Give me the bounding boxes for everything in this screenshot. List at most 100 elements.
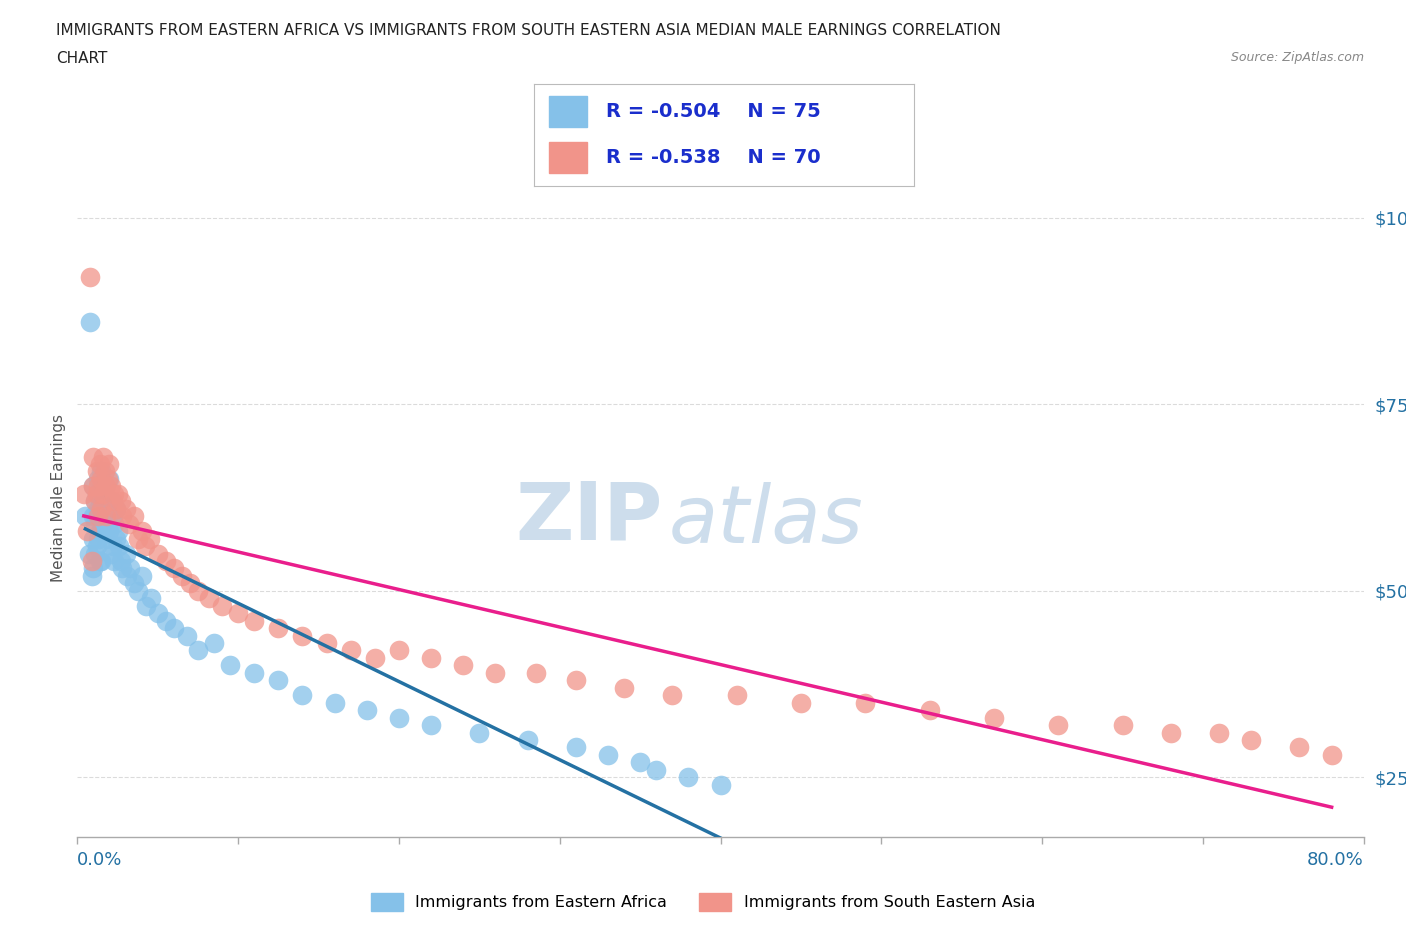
Point xyxy=(1208,725,1230,740)
Point xyxy=(91,486,114,501)
Point xyxy=(108,538,131,553)
Point xyxy=(97,472,120,486)
Point xyxy=(122,509,145,524)
Point xyxy=(73,486,96,501)
Text: R = -0.538    N = 70: R = -0.538 N = 70 xyxy=(606,148,821,166)
Point xyxy=(155,553,177,568)
Bar xyxy=(550,96,588,126)
Text: 80.0%: 80.0% xyxy=(1308,851,1364,869)
Point xyxy=(86,486,108,501)
Point xyxy=(87,509,110,524)
Point xyxy=(76,524,98,538)
Point xyxy=(187,643,209,658)
Point xyxy=(104,531,127,546)
Point xyxy=(98,457,121,472)
Point xyxy=(79,314,101,329)
Point xyxy=(103,516,125,531)
Point xyxy=(82,449,104,464)
Point xyxy=(122,576,145,591)
Point xyxy=(115,568,138,583)
Point xyxy=(101,494,124,509)
Point xyxy=(176,628,198,643)
Point xyxy=(267,620,290,635)
Point xyxy=(107,486,129,501)
Point xyxy=(226,605,249,620)
Point xyxy=(918,703,941,718)
Point xyxy=(453,658,475,672)
Point xyxy=(163,620,186,635)
Point xyxy=(155,613,177,628)
Legend: Immigrants from Eastern Africa, Immigrants from South Eastern Asia: Immigrants from Eastern Africa, Immigran… xyxy=(364,886,1042,917)
Point xyxy=(267,673,290,688)
Point xyxy=(89,524,111,538)
Point xyxy=(90,494,112,509)
Point xyxy=(84,494,107,509)
Point xyxy=(524,666,547,681)
Point xyxy=(90,524,112,538)
Text: Source: ZipAtlas.com: Source: ZipAtlas.com xyxy=(1230,51,1364,64)
Point xyxy=(211,598,233,613)
Point xyxy=(420,650,443,665)
Point xyxy=(111,509,134,524)
Point xyxy=(91,516,114,531)
Point xyxy=(89,494,111,509)
Point xyxy=(86,509,108,524)
Point xyxy=(87,531,110,546)
Point xyxy=(134,538,156,553)
Point xyxy=(104,501,127,516)
Point xyxy=(468,725,491,740)
Point xyxy=(90,553,112,568)
Bar xyxy=(550,142,588,173)
Point xyxy=(1160,725,1182,740)
Point xyxy=(853,696,876,711)
Point xyxy=(219,658,242,672)
Point xyxy=(101,509,124,524)
Point xyxy=(179,576,201,591)
Point xyxy=(138,531,160,546)
Point xyxy=(131,524,153,538)
Text: ZIP: ZIP xyxy=(516,479,662,557)
Point xyxy=(110,494,132,509)
Point xyxy=(243,613,266,628)
Text: IMMIGRANTS FROM EASTERN AFRICA VS IMMIGRANTS FROM SOUTH EASTERN ASIA MEDIAN MALE: IMMIGRANTS FROM EASTERN AFRICA VS IMMIGR… xyxy=(56,23,1001,38)
Point xyxy=(645,763,668,777)
Point xyxy=(89,553,111,568)
Point xyxy=(678,770,700,785)
Point xyxy=(364,650,387,665)
Point xyxy=(790,696,813,711)
Point xyxy=(82,531,104,546)
Point xyxy=(98,472,121,486)
Point xyxy=(1320,748,1343,763)
Point xyxy=(89,457,111,472)
Point xyxy=(613,681,636,696)
Point xyxy=(127,583,149,598)
Point xyxy=(661,688,683,703)
Point xyxy=(146,605,169,620)
Point xyxy=(146,546,169,561)
Point xyxy=(80,553,103,568)
Point xyxy=(86,538,108,553)
Point xyxy=(291,628,314,643)
Point xyxy=(103,486,125,501)
Point xyxy=(114,546,136,561)
Point xyxy=(93,464,115,479)
Point xyxy=(1047,718,1070,733)
Point xyxy=(291,688,314,703)
Point xyxy=(163,561,186,576)
Point xyxy=(98,524,121,538)
Point xyxy=(100,546,122,561)
Point xyxy=(91,449,114,464)
Point xyxy=(135,598,157,613)
Point xyxy=(79,270,101,285)
Point xyxy=(596,748,619,763)
Point xyxy=(93,509,115,524)
Point xyxy=(131,568,153,583)
Point xyxy=(100,479,122,494)
Point xyxy=(1111,718,1133,733)
Point xyxy=(87,501,110,516)
Point xyxy=(82,479,104,494)
Point xyxy=(118,516,141,531)
Point xyxy=(565,740,588,755)
Point xyxy=(565,673,588,688)
Point xyxy=(1288,740,1310,755)
